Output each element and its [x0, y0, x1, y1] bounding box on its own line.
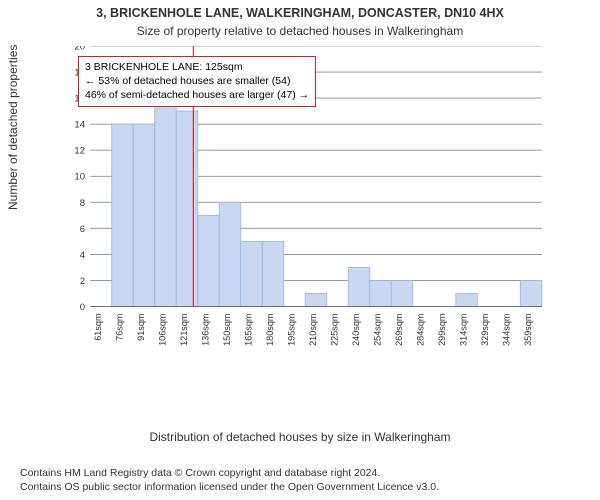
svg-text:225sqm: 225sqm [330, 313, 340, 345]
svg-text:195sqm: 195sqm [286, 313, 296, 345]
annotation-line-3: 46% of semi-detached houses are larger (… [85, 88, 309, 102]
svg-text:4: 4 [80, 250, 86, 261]
x-axis-label: Distribution of detached houses by size … [0, 430, 600, 444]
footer-line-2: Contains OS public sector information li… [20, 480, 439, 494]
bar [370, 280, 392, 306]
annotation-box: 3 BRICKENHOLE LANE: 125sqm ← 53% of deta… [78, 56, 316, 107]
svg-text:314sqm: 314sqm [459, 313, 469, 345]
svg-text:240sqm: 240sqm [351, 313, 361, 345]
svg-text:10: 10 [74, 172, 85, 183]
svg-text:284sqm: 284sqm [416, 313, 426, 345]
svg-text:20: 20 [74, 46, 85, 52]
bar [262, 241, 284, 306]
chart-container: { "chart": { "type": "histogram", "title… [0, 0, 600, 500]
svg-text:165sqm: 165sqm [243, 313, 253, 345]
svg-text:14: 14 [74, 120, 85, 131]
chart-title-1: 3, BRICKENHOLE LANE, WALKERINGHAM, DONCA… [0, 6, 600, 20]
svg-text:0: 0 [80, 302, 85, 313]
annotation-line-1: 3 BRICKENHOLE LANE: 125sqm [85, 60, 309, 74]
footer: Contains HM Land Registry data © Crown c… [20, 466, 439, 494]
bar [198, 215, 220, 306]
bar [176, 111, 198, 306]
bar [112, 124, 134, 306]
bar [456, 294, 478, 307]
bar [305, 294, 327, 307]
svg-text:12: 12 [74, 146, 85, 157]
svg-text:8: 8 [80, 198, 85, 209]
svg-text:150sqm: 150sqm [222, 313, 232, 345]
svg-text:61sqm: 61sqm [93, 313, 103, 340]
chart-title-2: Size of property relative to detached ho… [0, 24, 600, 38]
y-axis-label: Number of detached properties [6, 45, 20, 210]
footer-line-1: Contains HM Land Registry data © Crown c… [20, 466, 439, 480]
bar [241, 241, 263, 306]
bar [520, 280, 542, 306]
svg-text:269sqm: 269sqm [394, 313, 404, 345]
svg-text:359sqm: 359sqm [523, 313, 533, 345]
svg-text:254sqm: 254sqm [373, 313, 383, 345]
bar [133, 124, 155, 306]
svg-text:180sqm: 180sqm [265, 313, 275, 345]
svg-text:6: 6 [80, 224, 85, 235]
bar [348, 267, 370, 306]
annotation-line-2: ← 53% of detached houses are smaller (54… [85, 74, 309, 88]
bar [391, 280, 413, 306]
svg-text:210sqm: 210sqm [308, 313, 318, 345]
svg-text:329sqm: 329sqm [480, 313, 490, 345]
svg-text:106sqm: 106sqm [157, 313, 167, 345]
svg-text:299sqm: 299sqm [437, 313, 447, 345]
svg-text:344sqm: 344sqm [502, 313, 512, 345]
svg-text:136sqm: 136sqm [200, 313, 210, 345]
svg-text:76sqm: 76sqm [114, 313, 124, 340]
svg-text:121sqm: 121sqm [179, 313, 189, 345]
svg-text:91sqm: 91sqm [136, 313, 146, 340]
bar [219, 202, 241, 306]
svg-text:2: 2 [80, 276, 85, 287]
bar [155, 85, 177, 306]
